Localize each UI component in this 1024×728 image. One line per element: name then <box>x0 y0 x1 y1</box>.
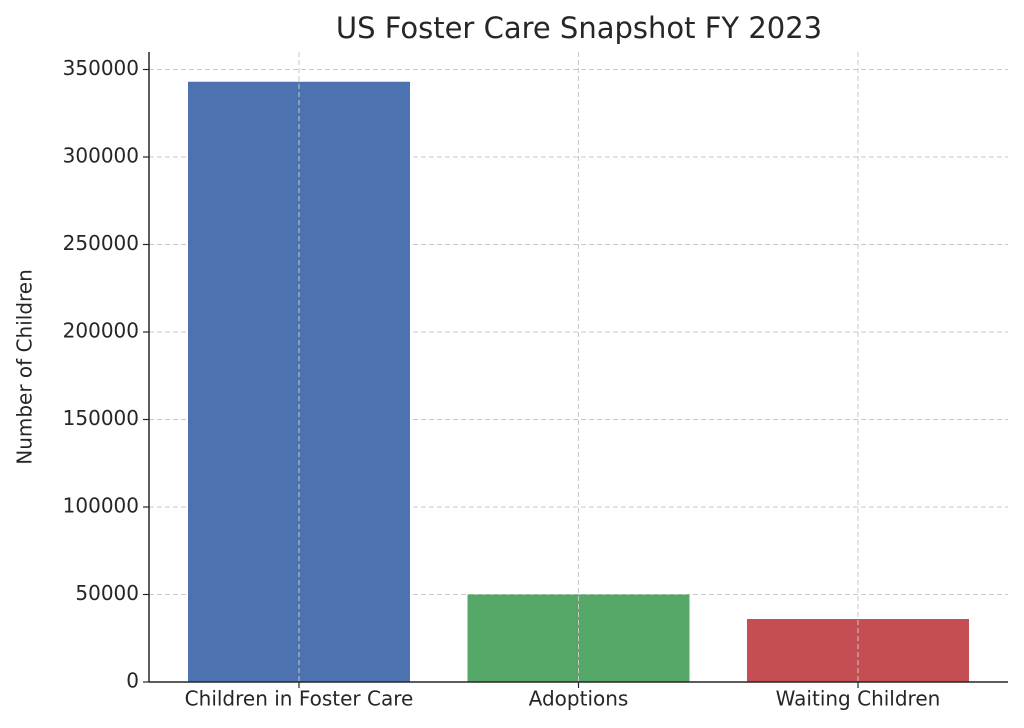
y-tick-label: 300000 <box>63 144 139 168</box>
y-tick-label: 100000 <box>63 494 139 518</box>
y-axis-label: Number of Children <box>13 269 37 465</box>
y-tick-label: 50000 <box>75 581 139 605</box>
y-tick-label: 200000 <box>63 319 139 343</box>
y-tick-label: 0 <box>126 669 139 693</box>
y-tick-label: 150000 <box>63 406 139 430</box>
x-tick-label: Adoptions <box>529 687 629 711</box>
x-tick-label: Waiting Children <box>776 687 941 711</box>
y-tick-label: 350000 <box>63 56 139 80</box>
y-tick-label: 250000 <box>63 231 139 255</box>
x-tick-label: Children in Foster Care <box>185 687 414 711</box>
chart-title: US Foster Care Snapshot FY 2023 <box>336 11 822 45</box>
